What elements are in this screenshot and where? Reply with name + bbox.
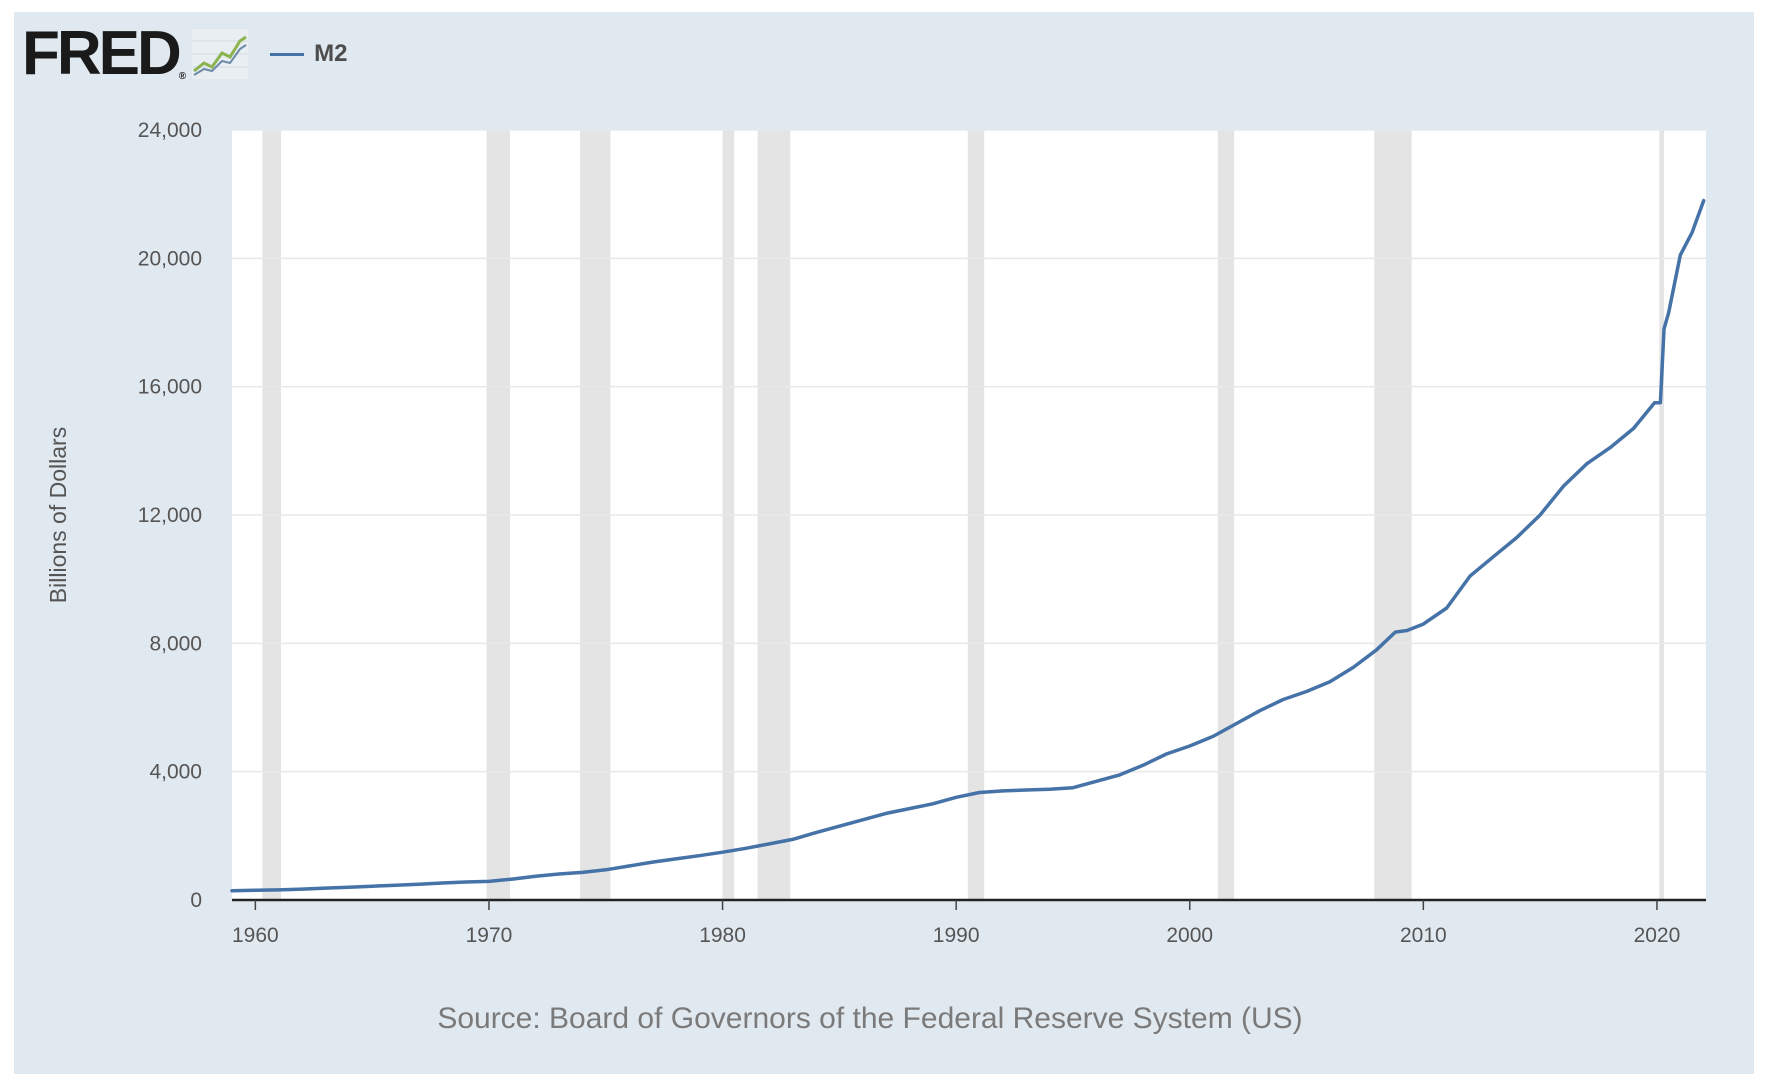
y-tick-label: 0: [190, 889, 202, 912]
fred-header: FRED ® M2: [22, 20, 348, 88]
legend[interactable]: M2: [270, 40, 348, 68]
source-note: Source: Board of Governors of the Federa…: [437, 1002, 1302, 1035]
legend-label-m2: M2: [314, 40, 348, 67]
x-tick-label: 2000: [1166, 924, 1213, 947]
x-axis-ticks: 1960 1970 1980 1990 2000 2010 2020: [232, 900, 1680, 947]
series-line-m2[interactable]: [230, 198, 1706, 893]
x-tick-label: 2010: [1400, 924, 1447, 947]
y-axis-label: Billions of Dollars: [45, 427, 71, 603]
y-axis-ticks: 0 4,000 8,000 12,000 16,000 20,000 24,000: [138, 119, 202, 912]
grid-lines: [232, 129, 1706, 773]
y-tick-label: 4,000: [149, 761, 202, 784]
fred-registered-mark: ®: [178, 71, 187, 82]
x-tick-label: 1980: [699, 924, 746, 947]
legend-swatch: [270, 52, 305, 56]
y-tick-label: 24,000: [138, 119, 202, 142]
x-tick-label: 1970: [466, 924, 513, 947]
y-tick-label: 20,000: [138, 247, 202, 270]
x-tick-label: 1960: [232, 924, 279, 947]
y-tick-label: 8,000: [149, 632, 202, 655]
series-layer: [230, 198, 1706, 893]
x-tick-label: 2020: [1634, 924, 1681, 947]
fred-logo[interactable]: FRED: [22, 19, 182, 88]
fred-graph-icon: [192, 29, 249, 79]
y-tick-label: 12,000: [138, 504, 202, 527]
y-tick-label: 16,000: [138, 376, 202, 399]
x-tick-label: 1990: [933, 924, 980, 947]
